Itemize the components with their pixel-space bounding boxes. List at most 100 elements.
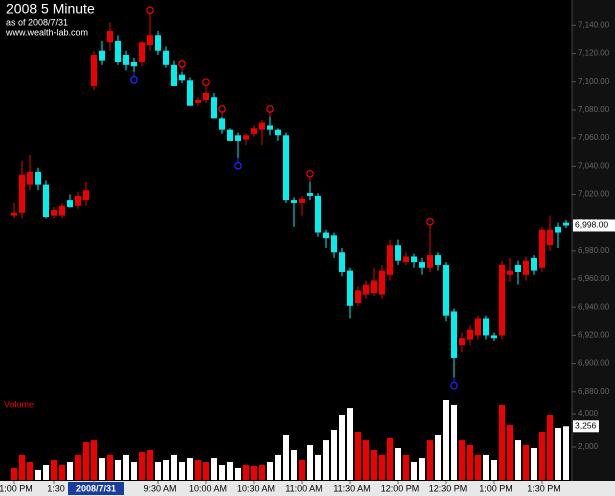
volume-bar bbox=[251, 465, 257, 480]
volume-bar bbox=[19, 454, 25, 480]
candle-body bbox=[451, 311, 457, 358]
volume-bar bbox=[83, 442, 89, 480]
candle-body bbox=[475, 318, 481, 336]
volume-bar bbox=[51, 460, 57, 480]
candle-body bbox=[435, 255, 441, 265]
x-tick-label: 11:00 AM bbox=[285, 483, 322, 493]
volume-bar bbox=[187, 458, 193, 480]
last-price-box bbox=[573, 219, 615, 232]
y-tick-label: 7,060.00 bbox=[578, 133, 610, 142]
candle-body bbox=[131, 62, 137, 67]
volume-bar bbox=[219, 464, 225, 480]
candle-body bbox=[379, 270, 385, 295]
volume-bar bbox=[123, 454, 129, 480]
volume-bar bbox=[99, 458, 105, 480]
volume-bar bbox=[27, 462, 33, 480]
candle-body bbox=[467, 329, 473, 340]
candle-body bbox=[155, 35, 161, 51]
volume-bar bbox=[347, 408, 353, 480]
x-tick-label: 1:00 PM bbox=[0, 483, 33, 493]
candle-body bbox=[35, 171, 41, 185]
y-tick-label: 6,900.00 bbox=[578, 359, 610, 368]
candle-body bbox=[403, 256, 409, 263]
candle-body bbox=[203, 93, 209, 101]
volume-bar bbox=[291, 449, 297, 480]
candle-body bbox=[539, 229, 545, 268]
volume-label: Volume bbox=[4, 399, 34, 409]
x-tick-label: 1:00 PM bbox=[479, 483, 513, 493]
volume-bar bbox=[195, 460, 201, 480]
volume-bar bbox=[515, 440, 521, 480]
candle-body bbox=[339, 252, 345, 272]
volume-bar bbox=[403, 454, 409, 480]
candle-body bbox=[171, 64, 177, 86]
candle-body bbox=[507, 270, 513, 275]
candle-body bbox=[299, 198, 305, 203]
volume-bar bbox=[163, 460, 169, 480]
volume-bar bbox=[267, 462, 273, 480]
volume-bar bbox=[555, 428, 561, 480]
volume-bar bbox=[147, 449, 153, 480]
candle-body bbox=[235, 135, 241, 141]
y-tick-label: 6,940.00 bbox=[578, 302, 610, 311]
y-tick-label: 7,120.00 bbox=[578, 49, 610, 58]
candle-body bbox=[243, 135, 249, 140]
volume-bar bbox=[363, 440, 369, 480]
last-volume-box bbox=[573, 420, 599, 433]
candle-body bbox=[67, 200, 73, 208]
volume-bar bbox=[43, 464, 49, 480]
y-tick-label: 6,880.00 bbox=[578, 387, 610, 396]
y-tick-label: 6,980.00 bbox=[578, 246, 610, 255]
volume-bar bbox=[211, 458, 217, 480]
candle-body bbox=[563, 222, 569, 226]
volume-bar bbox=[547, 415, 553, 480]
volume-bar bbox=[275, 454, 281, 480]
candle-body bbox=[267, 125, 273, 130]
last-volume-label: 3,256 bbox=[575, 421, 597, 431]
candle-body bbox=[43, 184, 49, 218]
volume-bar bbox=[299, 460, 305, 480]
last-price-label: 6,998.00 bbox=[575, 220, 608, 230]
peak-marker bbox=[218, 105, 226, 113]
x-tick-label: 12:30 PM bbox=[429, 483, 468, 493]
volume-bar bbox=[259, 464, 265, 480]
volume-tick-label: 4,000 bbox=[578, 409, 599, 418]
volume-bar bbox=[395, 448, 401, 480]
volume-bar bbox=[467, 445, 473, 480]
price-axis-panel bbox=[572, 0, 615, 481]
candle-body bbox=[483, 318, 489, 336]
volume-bar bbox=[307, 445, 313, 480]
y-tick-label: 7,020.00 bbox=[578, 190, 610, 199]
volume-bar bbox=[59, 464, 65, 480]
volume-bar bbox=[323, 440, 329, 480]
volume-bar bbox=[331, 430, 337, 480]
candle-body bbox=[251, 128, 257, 134]
peak-marker bbox=[146, 6, 154, 15]
volume-bar bbox=[243, 464, 249, 480]
volume-bar bbox=[451, 404, 457, 480]
candle-body bbox=[259, 122, 265, 130]
y-tick-label: 7,140.00 bbox=[578, 20, 610, 29]
candle-body bbox=[443, 264, 449, 316]
day-label-bg bbox=[68, 482, 124, 495]
candle-body bbox=[371, 280, 377, 294]
peak-marker bbox=[306, 169, 314, 178]
candle-body bbox=[347, 270, 353, 306]
trough-marker bbox=[234, 161, 242, 170]
volume-bar bbox=[139, 451, 145, 480]
volume-bar bbox=[379, 454, 385, 480]
volume-bar bbox=[427, 440, 433, 480]
x-tick-label: 10:30 AM bbox=[237, 483, 275, 493]
candle-body bbox=[355, 290, 361, 303]
candle-body bbox=[51, 209, 57, 216]
volume-bar bbox=[35, 469, 41, 480]
candle-body bbox=[91, 54, 97, 86]
candle-body bbox=[523, 260, 529, 275]
volume-bar bbox=[523, 445, 529, 480]
peak-marker bbox=[266, 105, 274, 113]
volume-bar bbox=[355, 432, 361, 480]
volume-bar bbox=[91, 440, 97, 480]
volume-bar bbox=[67, 462, 73, 480]
